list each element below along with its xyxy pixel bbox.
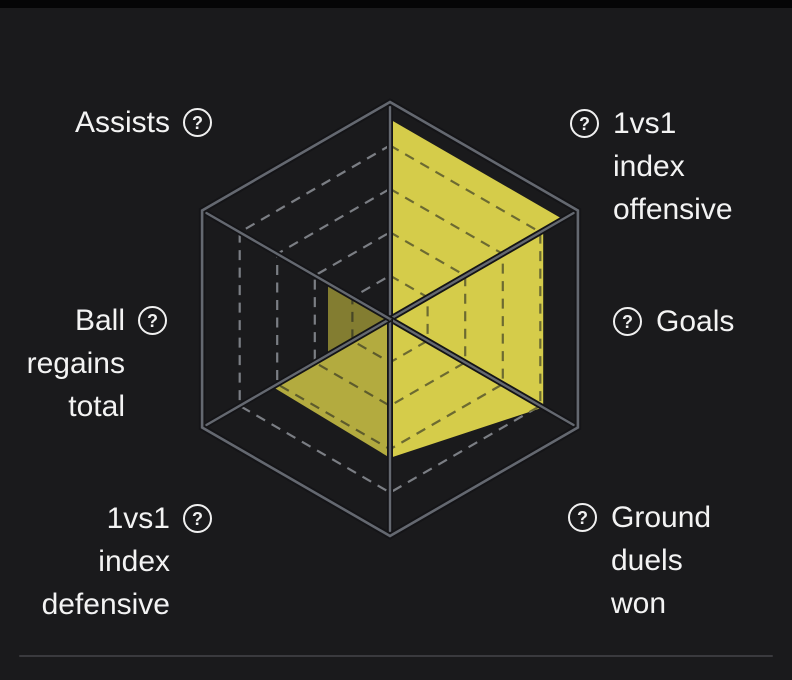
axis-label-text: regains: [26, 347, 125, 380]
axis-label-1vs1-index-offensive: ? 1vs1 index offensive: [570, 102, 733, 231]
help-icon[interactable]: ?: [613, 307, 642, 336]
sector-fills: [272, 119, 563, 458]
hexagon-outline: [200, 100, 580, 538]
axis-label-text: Ball: [74, 304, 125, 337]
axis-label-text: offensive: [613, 193, 733, 226]
axis-label-row: 1vs1 ?: [42, 497, 212, 540]
axis-label-text: total: [68, 390, 125, 423]
axis-label-ground-duels-won: ? Ground duels won: [568, 496, 711, 625]
help-icon[interactable]: ?: [138, 306, 167, 335]
axis-label-text: defensive: [41, 588, 170, 621]
axis-label-text: won: [611, 587, 667, 620]
help-icon[interactable]: ?: [570, 109, 599, 138]
axis-label-row: ? Goals: [613, 300, 734, 343]
top-bar: [0, 0, 792, 8]
help-icon[interactable]: ?: [183, 108, 212, 137]
axis-label-text: Assists: [74, 106, 170, 139]
axis-label-text: index: [613, 150, 685, 183]
axis-label-text: 1vs1: [106, 502, 170, 535]
axis-label-text: index: [98, 545, 170, 578]
help-icon[interactable]: ?: [568, 503, 597, 532]
axis-label-ball-regains-total: Ball ? regains total: [27, 299, 167, 428]
grid-spokes: [200, 102, 580, 536]
axis-label-text: 1vs1: [613, 107, 677, 140]
axis-label-1vs1-index-defensive: 1vs1 ? index defensive: [42, 497, 212, 626]
section-divider: [19, 655, 773, 657]
axis-label-row: Ball ?: [27, 299, 167, 342]
axis-label-text: Goals: [656, 305, 735, 338]
axis-label-row: ? 1vs1: [570, 102, 733, 145]
axis-label-text: duels: [611, 544, 683, 577]
axis-label-assists: Assists ?: [75, 101, 212, 144]
axis-label-row: Assists ?: [75, 101, 212, 144]
axis-label-row: ? Ground: [568, 496, 711, 539]
help-icon[interactable]: ?: [183, 504, 212, 533]
axis-label-goals: ? Goals: [613, 300, 734, 343]
axis-label-text: Ground: [611, 501, 712, 534]
